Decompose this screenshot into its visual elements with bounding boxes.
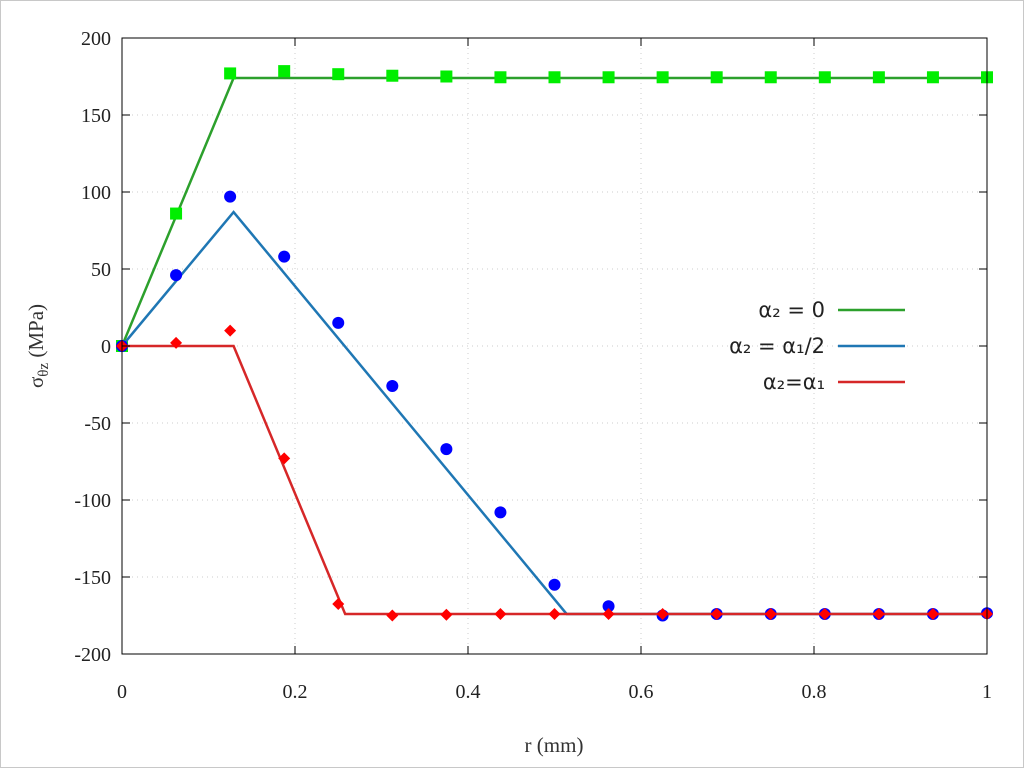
data-point-square <box>872 71 885 84</box>
data-point-diamond <box>386 609 399 622</box>
data-point-square <box>710 71 723 84</box>
series-line <box>120 76 987 347</box>
data-point-square <box>602 71 615 84</box>
data-point-diamond <box>872 607 885 620</box>
x-tick-label: 0.6 <box>629 681 654 703</box>
data-point-square <box>440 70 453 83</box>
series-group <box>116 65 993 622</box>
series-0 <box>116 65 993 352</box>
data-point-diamond <box>818 607 831 620</box>
data-point-circle <box>386 380 399 393</box>
series-line <box>122 344 987 616</box>
data-point-diamond <box>278 452 291 465</box>
y-tick-label: 200 <box>81 28 111 50</box>
data-point-circle <box>494 506 507 519</box>
y-tick-label: -50 <box>84 413 111 435</box>
y-tick-label: -150 <box>74 567 111 589</box>
series-1 <box>116 190 993 622</box>
y-tick-label: -100 <box>74 490 111 512</box>
data-point-square <box>926 71 939 84</box>
data-point-circle <box>224 190 237 203</box>
data-point-square <box>818 71 831 84</box>
data-point-circle <box>548 578 561 591</box>
x-tick-label: 0 <box>117 681 127 703</box>
y-tick-label: 150 <box>81 105 111 127</box>
data-point-circle <box>440 443 453 456</box>
data-point-square <box>224 67 237 80</box>
y-tick-label: 0 <box>101 336 111 358</box>
data-point-circle <box>332 316 345 329</box>
legend-label: α₂ = α₁/2 <box>729 334 825 358</box>
data-point-diamond <box>332 597 345 610</box>
data-point-square <box>170 207 183 220</box>
x-tick-label: 0.8 <box>802 681 827 703</box>
data-point-diamond <box>926 607 939 620</box>
y-axis-label: σθz (MPa) <box>24 304 52 388</box>
ticks: 0 0.2 0.4 0.6 0.8 1 200 150 100 50 0 -50 -100 -150 -20… <box>74 28 992 703</box>
series-line <box>121 210 987 616</box>
x-tick-label: 0.2 <box>283 681 308 703</box>
data-point-diamond <box>602 607 615 620</box>
y-label-unit: (MPa) <box>24 304 48 363</box>
data-point-square <box>656 71 669 84</box>
data-point-diamond <box>440 608 453 621</box>
legend: α₂ = 0 α₂ = α₁/2 α₂=α₁ <box>729 298 905 394</box>
x-tick-label: 0.4 <box>456 681 481 703</box>
data-point-circle <box>170 269 183 282</box>
data-point-square <box>278 65 291 78</box>
y-label-symbol: σ <box>24 377 48 388</box>
data-point-diamond <box>494 607 507 620</box>
data-point-diamond <box>764 607 777 620</box>
legend-label: α₂ = 0 <box>758 298 825 322</box>
data-point-square <box>332 68 345 81</box>
data-point-circle <box>602 600 615 613</box>
y-label-subscript: θz <box>36 363 52 377</box>
y-tick-label: 100 <box>81 182 111 204</box>
data-point-square <box>548 71 561 84</box>
data-point-diamond <box>224 324 237 337</box>
x-axis-label: r (mm) <box>525 733 584 757</box>
data-point-diamond <box>710 607 723 620</box>
data-point-square <box>386 69 399 82</box>
y-tick-label: 50 <box>91 259 111 281</box>
data-point-diamond <box>170 336 183 349</box>
data-point-square <box>764 71 777 84</box>
x-tick-label: 1 <box>982 681 992 703</box>
data-point-diamond <box>656 607 669 620</box>
data-point-diamond <box>548 607 561 620</box>
data-point-square <box>494 71 507 84</box>
legend-label: α₂=α₁ <box>763 370 825 394</box>
y-tick-label: -200 <box>74 644 111 666</box>
data-point-circle <box>278 250 291 263</box>
